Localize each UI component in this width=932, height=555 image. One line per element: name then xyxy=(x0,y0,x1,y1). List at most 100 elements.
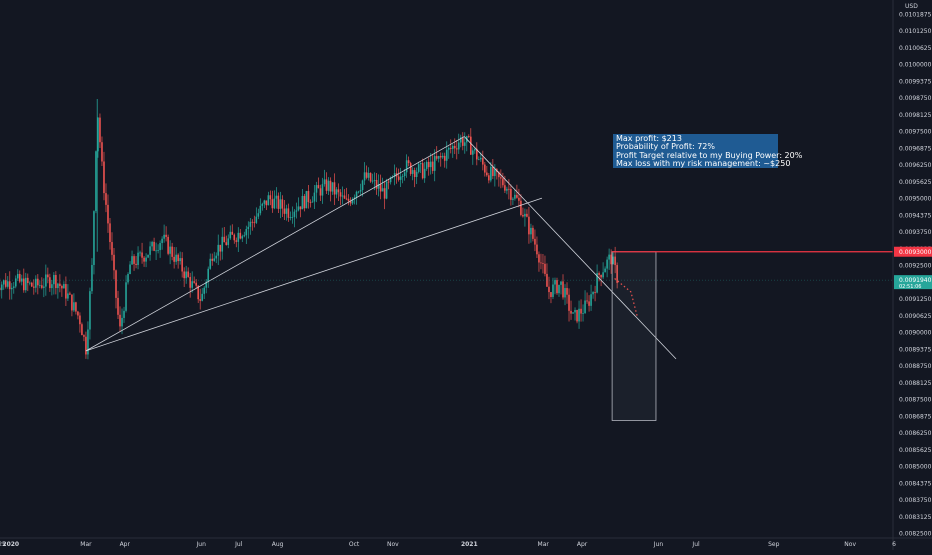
candle-body xyxy=(287,208,290,218)
candle-body xyxy=(183,271,185,279)
candle-body xyxy=(614,256,616,266)
candle-body xyxy=(403,172,406,177)
candle-body xyxy=(261,203,264,206)
candle-body xyxy=(271,199,274,209)
candle-body xyxy=(508,188,510,190)
trendline[interactable] xyxy=(85,197,543,352)
target-price-tag xyxy=(894,246,932,257)
candle-body xyxy=(490,166,492,181)
candle-body xyxy=(528,216,530,235)
y-tick-label: 0.0091250 xyxy=(899,296,932,303)
projection-box[interactable] xyxy=(611,251,657,421)
candle-body xyxy=(111,242,113,255)
candle-body xyxy=(345,198,348,200)
candle-body xyxy=(439,156,442,158)
current-price-tag xyxy=(894,275,932,290)
candle-body xyxy=(145,257,147,262)
candle-body xyxy=(564,288,566,298)
candle-body xyxy=(277,195,280,209)
candle-body xyxy=(157,250,159,251)
candle-body xyxy=(347,198,350,202)
candle-body xyxy=(107,204,109,224)
candle-body xyxy=(544,263,546,274)
candle-body xyxy=(562,281,564,298)
candle-body xyxy=(484,164,486,173)
candle-body xyxy=(540,262,542,264)
trendline[interactable] xyxy=(463,136,677,360)
candle-body xyxy=(16,273,19,279)
candle-body xyxy=(213,258,216,261)
candle-body xyxy=(209,258,212,269)
candle-body xyxy=(409,163,412,174)
candle-body xyxy=(217,244,220,256)
candle-body xyxy=(195,282,197,286)
candle-body xyxy=(2,280,5,285)
candle-body xyxy=(229,231,232,239)
candle-body xyxy=(109,223,111,243)
candle-body xyxy=(127,274,129,283)
candle-body xyxy=(385,181,388,199)
candle-body xyxy=(580,308,582,314)
candle-body xyxy=(349,201,352,204)
candle-body xyxy=(205,281,208,288)
candle-body xyxy=(175,254,177,262)
candle-body xyxy=(470,136,472,155)
candle-body xyxy=(524,213,526,217)
y-tick-label: 0.0096250 xyxy=(899,162,932,169)
candle-body xyxy=(357,191,360,193)
x-tick-label: Aug xyxy=(272,541,284,548)
candle-body xyxy=(259,205,262,214)
candle-body xyxy=(335,189,338,195)
candle-body xyxy=(478,159,480,161)
candle-body xyxy=(389,177,392,183)
candle-body xyxy=(421,163,424,179)
candle-body xyxy=(417,164,420,172)
candle-body xyxy=(498,171,500,178)
candle-body xyxy=(502,178,504,186)
candle-body xyxy=(550,292,552,297)
candle-body xyxy=(449,147,452,149)
candle-body xyxy=(193,281,195,283)
candle-body xyxy=(231,231,234,235)
candle-body xyxy=(87,329,89,355)
candle-body xyxy=(419,163,422,165)
candle-body xyxy=(407,160,410,164)
candle-body xyxy=(486,172,488,176)
candle-body xyxy=(49,277,51,289)
candle-body xyxy=(61,285,63,289)
candle-body xyxy=(14,278,17,287)
candle-body xyxy=(179,258,181,262)
candle-body xyxy=(43,286,45,288)
candle-body xyxy=(235,240,238,242)
candle-body xyxy=(18,273,21,282)
y-tick-label: 0.0098125 xyxy=(899,112,932,119)
candle-body xyxy=(381,188,384,192)
target-price-label: 0.0093000 xyxy=(899,249,932,256)
candle-body xyxy=(397,176,400,180)
candle-body xyxy=(602,272,604,278)
candle-body xyxy=(59,283,61,286)
y-tick-label: 0.0087500 xyxy=(899,397,932,404)
candle-body xyxy=(510,188,512,200)
trendline[interactable] xyxy=(85,136,465,352)
candle-body xyxy=(297,206,300,211)
candle-body xyxy=(610,254,612,265)
candle-body xyxy=(339,192,342,197)
trade-note-box[interactable]: Max profit: $213 Probability of Profit: … xyxy=(613,134,802,168)
candle-body xyxy=(453,145,456,149)
candle-body xyxy=(93,211,95,265)
candle-body xyxy=(53,275,55,285)
candle-body xyxy=(359,190,362,192)
candle-body xyxy=(257,213,260,217)
candle-body xyxy=(461,137,464,146)
candle-body xyxy=(367,172,370,178)
candle-body xyxy=(321,184,324,196)
candle-body xyxy=(327,180,330,191)
candle-body xyxy=(25,277,27,291)
candle-body xyxy=(37,278,39,286)
candle-body xyxy=(441,155,444,158)
candle-body xyxy=(139,252,141,254)
candle-body xyxy=(233,234,236,241)
